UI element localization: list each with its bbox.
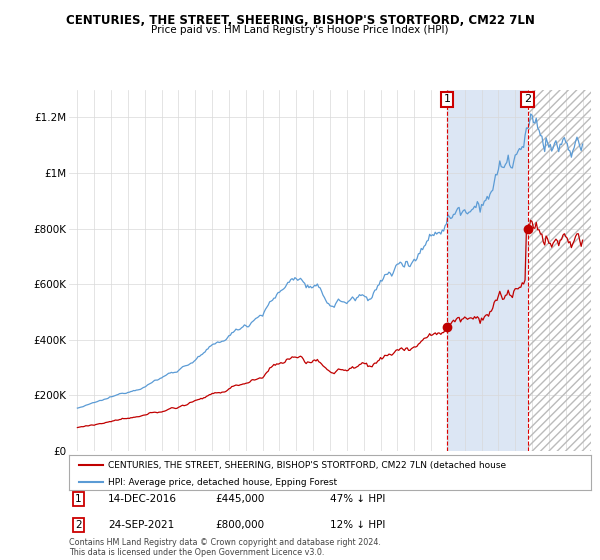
Text: 14-DEC-2016: 14-DEC-2016 (108, 494, 177, 504)
Text: 1: 1 (443, 94, 451, 104)
Text: 2: 2 (75, 520, 82, 530)
Text: Price paid vs. HM Land Registry's House Price Index (HPI): Price paid vs. HM Land Registry's House … (151, 25, 449, 35)
Text: 2: 2 (524, 94, 531, 104)
Text: 47% ↓ HPI: 47% ↓ HPI (330, 494, 385, 504)
Text: HPI: Average price, detached house, Epping Forest: HPI: Average price, detached house, Eppi… (108, 478, 337, 487)
Text: Contains HM Land Registry data © Crown copyright and database right 2024.
This d: Contains HM Land Registry data © Crown c… (69, 538, 381, 557)
Text: 24-SEP-2021: 24-SEP-2021 (108, 520, 175, 530)
Text: 12% ↓ HPI: 12% ↓ HPI (330, 520, 385, 530)
Bar (447, 90, 527, 451)
Bar (527, 90, 591, 451)
Text: CENTURIES, THE STREET, SHEERING, BISHOP'S STORTFORD, CM22 7LN: CENTURIES, THE STREET, SHEERING, BISHOP'… (65, 14, 535, 27)
Text: £445,000: £445,000 (215, 494, 265, 504)
Text: CENTURIES, THE STREET, SHEERING, BISHOP'S STORTFORD, CM22 7LN (detached house: CENTURIES, THE STREET, SHEERING, BISHOP'… (108, 460, 506, 469)
Bar (527, 90, 591, 451)
Text: 1: 1 (75, 494, 82, 504)
Text: £800,000: £800,000 (215, 520, 264, 530)
